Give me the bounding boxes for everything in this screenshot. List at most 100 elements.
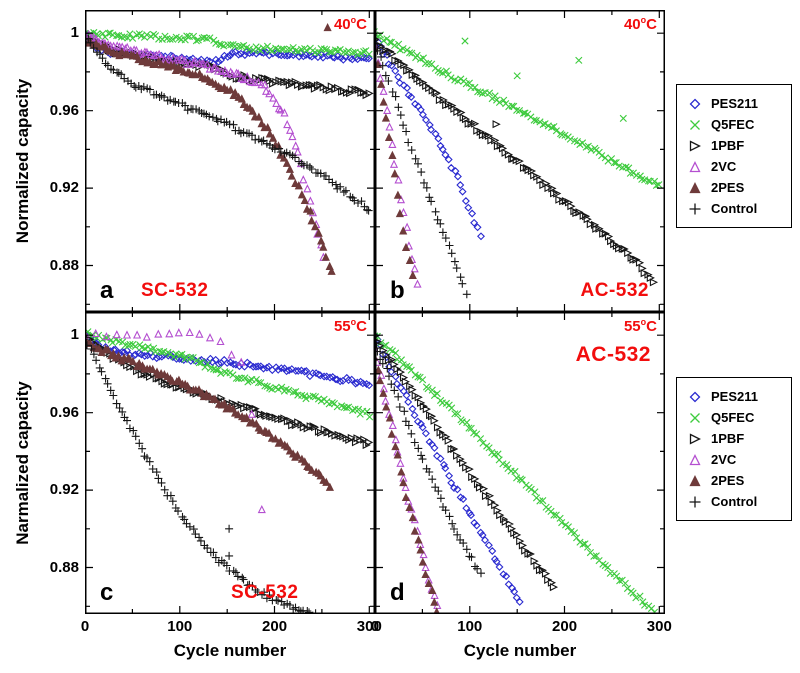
y-tick-label: 0.88 (49, 256, 79, 274)
y-tick-label: 0.92 (49, 179, 79, 197)
legend-marker-Q5FEC-icon (690, 119, 700, 130)
cell-label-a: SC-532 (141, 280, 209, 301)
temp-unit: C (646, 318, 657, 335)
legend-label: 2VC (711, 159, 737, 174)
temp-value: 55 (623, 318, 641, 335)
x-tick-label: 0 (80, 618, 90, 635)
series-2PES (375, 45, 417, 279)
series-Control (85, 333, 325, 614)
temp-unit: C (356, 16, 367, 33)
series-1PBF (375, 333, 559, 592)
series-Control (375, 336, 485, 578)
y-tick-label: 1 (70, 326, 79, 344)
plot-area-a (85, 10, 375, 312)
legend-label: 1PBF (711, 138, 745, 153)
series-2PES (375, 354, 441, 614)
legend-entry-PES211: PES211 (685, 93, 785, 114)
x-tick-label: 100 (457, 618, 483, 635)
legend-marker-2VC-icon (689, 160, 701, 172)
legend-marker-2PES-icon (689, 181, 701, 193)
legend-entry-Control: Control (685, 491, 785, 512)
cell-label-b: AC-532 (580, 280, 649, 301)
temp-unit: C (646, 16, 657, 33)
legend-label: 2PES (711, 180, 745, 195)
series-1PBF (85, 335, 374, 450)
panel-b: b AC-532 40oC (375, 10, 665, 312)
degree-symbol: o (640, 317, 647, 327)
series-2VC (85, 29, 328, 261)
legend-label: Control (711, 201, 758, 216)
plot-border (375, 312, 665, 614)
axis-ticks (375, 313, 664, 613)
x-tick-label: 300 (646, 618, 672, 635)
legend-marker-1PBF-icon (689, 139, 701, 152)
temperature-label-b: 40oC (623, 16, 657, 33)
x-axis-title-right: Cycle number (463, 641, 577, 660)
cell-label-d: AC-532 (575, 343, 651, 366)
panel-a: a SC-532 40oC (85, 10, 375, 312)
temp-value: 40 (333, 16, 351, 33)
y-tick-label: 1 (70, 24, 79, 42)
degree-symbol: o (350, 317, 357, 327)
y-axis-title-bottom: Narmalized capacity (13, 381, 32, 545)
y-tick-label: 0.88 (49, 558, 79, 576)
legend-box-bottom: PES211 Q5FEC 1PBF 2VC 2PES Control (676, 377, 792, 521)
legend-marker-PES211-icon (689, 391, 701, 402)
panel-letter-d: d (390, 579, 405, 606)
legend-label: Q5FEC (711, 410, 755, 425)
series-2PES (85, 22, 336, 275)
series-PES211 (375, 331, 524, 606)
legend-label: PES211 (711, 96, 758, 111)
plot-area-b (375, 10, 665, 312)
series-Q5FEC (375, 332, 659, 614)
plot-border (375, 10, 665, 312)
temp-value: 40 (623, 16, 641, 33)
legend-entry-1PBF: 1PBF (685, 135, 785, 156)
x-tick-label: 0 (370, 618, 380, 635)
series-PES211 (85, 331, 374, 390)
legend-marker-2PES-icon (689, 474, 701, 486)
degree-symbol: o (350, 15, 357, 25)
x-tick-label: 300 (356, 618, 382, 635)
temp-value: 55 (333, 318, 351, 335)
legend-marker-Q5FEC-icon (690, 412, 700, 423)
legend-label: 2VC (711, 452, 737, 467)
legend-label: Q5FEC (711, 117, 755, 132)
series-Q5FEC (375, 28, 663, 189)
temp-unit: C (356, 318, 367, 335)
panel-letter-c: c (100, 579, 114, 606)
temperature-label-a: 40oC (333, 15, 367, 33)
axis-ticks (85, 11, 374, 311)
legend-entry-2PES: 2PES (685, 470, 785, 491)
panel-d: d AC-532 55oC (375, 312, 665, 614)
legend-label: Control (711, 494, 758, 509)
legend-entry-Control: Control (685, 198, 785, 219)
series-2PES (85, 338, 334, 491)
plot-area-d (375, 312, 665, 614)
legend-entry-2VC: 2VC (685, 156, 785, 177)
legend-marker-1PBF-icon (689, 432, 701, 445)
legend-marker-Control-icon (689, 496, 701, 507)
series-Control (85, 29, 373, 215)
x-tick-label: 100 (167, 618, 193, 635)
legend-entry-Q5FEC: Q5FEC (685, 407, 785, 428)
temperature-label-d: 55oC (623, 317, 657, 335)
legend-label: PES211 (711, 389, 758, 404)
series-PES211 (375, 32, 485, 241)
legend-label: 2PES (711, 473, 745, 488)
legend-marker-Control-icon (689, 203, 701, 214)
x-tick-label: 200 (552, 618, 578, 635)
legend-entry-1PBF: 1PBF (685, 428, 785, 449)
plot-border (85, 312, 375, 614)
y-tick-label: 0.96 (49, 403, 79, 421)
panel-letter-b: b (390, 277, 405, 304)
series-Q5FEC (85, 328, 374, 421)
temperature-label-c: 55oC (333, 317, 367, 335)
x-tick-label: 200 (262, 618, 288, 635)
series-Q5FEC (85, 28, 373, 59)
panel-letter-a: a (100, 277, 114, 304)
y-axis-title-top: Normalized capacity (13, 78, 32, 244)
legend-entry-Q5FEC: Q5FEC (685, 114, 785, 135)
legend-marker-2VC-icon (689, 453, 701, 465)
